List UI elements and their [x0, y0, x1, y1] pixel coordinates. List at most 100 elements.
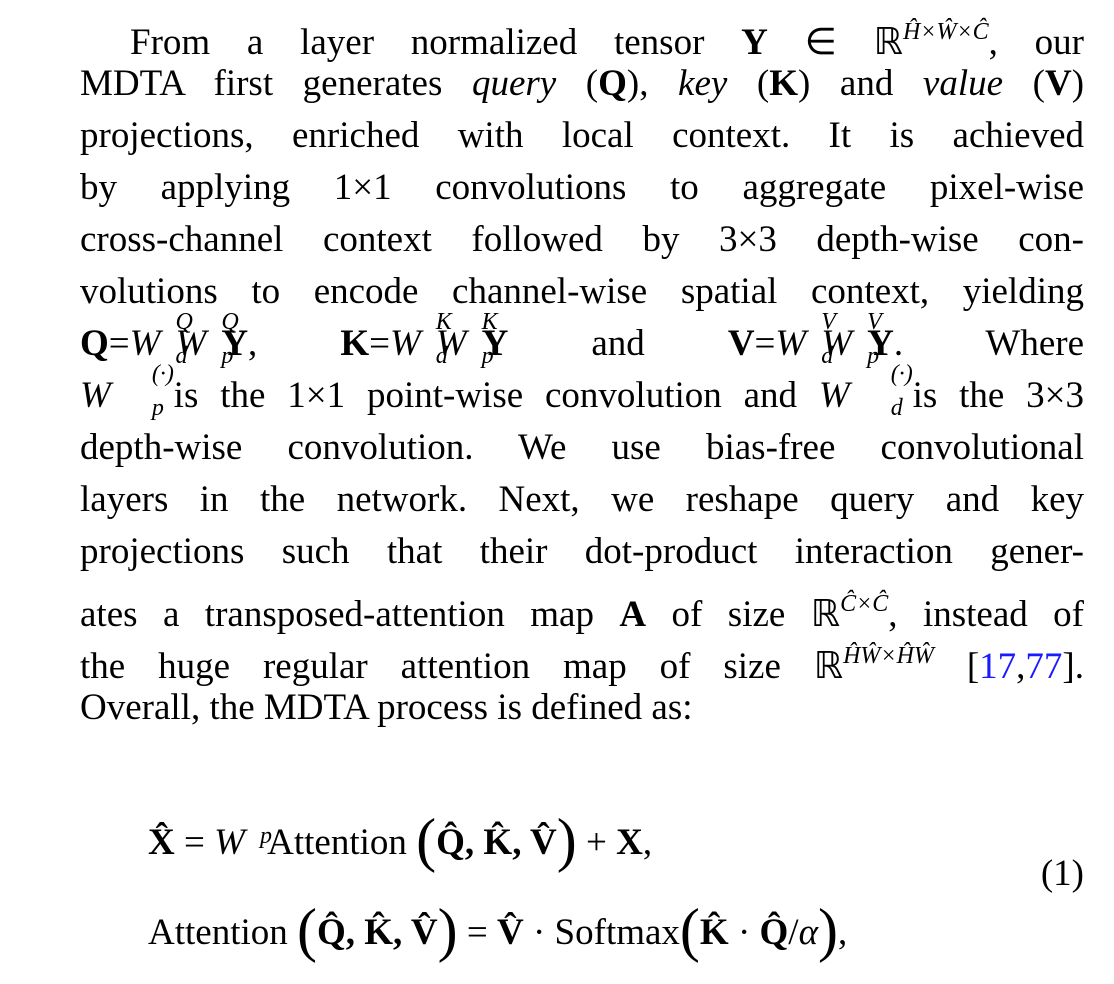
text-line: volutions to encode channel-wise spatial…	[80, 266, 1084, 318]
text-line: From a layer normalized tensor Y ∈ ℝĤ×Ŵ×…	[80, 6, 1084, 63]
text-run: Q̂, K̂, V̂	[436, 822, 557, 863]
text-run: and	[508, 323, 728, 364]
text-run: (	[556, 63, 599, 104]
text-run: (	[727, 63, 770, 104]
citation[interactable]: 17	[979, 646, 1017, 687]
text-run: ,	[837, 912, 848, 953]
text-run: From a layer normalized tensor	[130, 22, 742, 63]
text-run: ·	[728, 912, 760, 953]
text-line: depth-wise convolution. We use bias-free…	[80, 422, 1084, 474]
text-run: is the 1×1 point-wise convolution and	[151, 375, 819, 416]
text-run: Q̂	[759, 912, 789, 953]
text-run: is the 3×3	[890, 375, 1085, 416]
symbol-base: W	[775, 323, 807, 364]
text-run: Overall, the MDTA process is defined as:	[80, 687, 693, 728]
symbol-base: W	[435, 323, 467, 364]
text-run: V̂	[496, 912, 524, 953]
text-run: ĤŴ×ĤŴ	[843, 643, 934, 669]
text-run: )	[437, 897, 458, 963]
text-run: cross-channel context followed by 3×3 de…	[80, 219, 1084, 260]
symbol-sub: d	[890, 395, 903, 421]
text-line: Overall, the MDTA process is defined as:	[80, 682, 1084, 734]
text-run: MDTA first generates	[80, 63, 472, 104]
text-run: K	[340, 323, 370, 364]
paragraph: From a layer normalized tensor Y ∈ ℝĤ×Ŵ×…	[80, 6, 1084, 734]
text-run: of size ℝ	[646, 594, 841, 635]
text-run: by applying 1×1 convolutions to aggregat…	[80, 167, 1084, 208]
symbol-sup: V	[867, 309, 882, 335]
text-run: V	[727, 323, 755, 364]
symbol-sub: p	[481, 343, 494, 369]
symbol-sup: (·)	[890, 361, 913, 387]
symbol-sup: K	[481, 309, 498, 335]
symbol-base: W	[129, 323, 161, 364]
text-line: layers in the network. Next, we reshape …	[80, 474, 1084, 526]
symbol-sub: p	[151, 395, 164, 421]
text-run: Q̂, K̂, V̂	[317, 912, 438, 953]
text-run: Y	[741, 22, 768, 63]
symbol-sup: Q	[221, 309, 239, 335]
symbol-base: W	[818, 375, 850, 416]
text-run: ,	[642, 822, 653, 863]
text-run: ,	[248, 323, 341, 364]
text-run: (	[297, 897, 317, 963]
symbol-sup: V	[821, 309, 836, 335]
symbol-sub: d	[435, 343, 448, 369]
text-run: the huge regular attention map of size ℝ	[80, 646, 844, 687]
symbol-sup: (·)	[151, 361, 174, 387]
text-run: A	[619, 594, 647, 635]
text-run: Attention	[259, 822, 417, 863]
text-run: · Softmax	[523, 912, 680, 953]
equation-line: Attention (Q̂, K̂, V̂) = V̂ · Softmax(K̂…	[148, 885, 847, 975]
math-symbol: W (·) d	[818, 362, 913, 422]
symbol-base: W	[175, 323, 207, 364]
text-run: (	[679, 897, 700, 963]
symbol-sub: p	[221, 343, 234, 369]
text-run: (	[416, 807, 437, 873]
text-run: K	[769, 63, 799, 104]
symbol-sub: d	[821, 343, 834, 369]
text-line: by applying 1×1 convolutions to aggregat…	[80, 162, 1084, 214]
text-run: ].	[1062, 646, 1084, 687]
text-line: MDTA first generates query (Q), key (K) …	[80, 58, 1084, 110]
text-run: )	[818, 897, 838, 963]
text-line: the huge regular attention map of size ℝ…	[80, 630, 1084, 687]
text-run: =	[174, 822, 215, 863]
symbol-sub: p	[259, 823, 272, 849]
text-run: Ĥ×Ŵ×Ĉ	[902, 19, 989, 45]
citation[interactable]: 77	[1025, 646, 1063, 687]
symbol-sub: p	[867, 343, 880, 369]
text-run: , our	[988, 22, 1084, 63]
text-line: W (·) p is the 1×1 point-wise convolution …	[80, 362, 1085, 422]
text-run: volutions to encode channel-wise spatial…	[80, 271, 1084, 312]
text-run: layers in the network. Next, we reshape …	[80, 479, 1084, 520]
text-run: Y	[867, 323, 894, 364]
text-run: ),	[626, 63, 679, 104]
text-run: , instead of	[888, 594, 1085, 635]
text-run: =	[369, 323, 390, 364]
text-run: Q	[80, 323, 109, 364]
text-run: projections such that their dot-product …	[80, 531, 1084, 572]
symbol-base: W	[821, 323, 853, 364]
text-run: Attention	[148, 912, 298, 953]
text-line: projections such that their dot-product …	[80, 526, 1084, 578]
text-run: [	[933, 646, 980, 687]
text-run: Y	[221, 323, 249, 364]
text-run: query	[471, 63, 557, 104]
text-run: )	[1071, 63, 1085, 104]
text-run: key	[678, 63, 728, 104]
text-run: X̂	[148, 822, 175, 863]
symbol-base: W	[80, 375, 111, 416]
text-run: /	[788, 912, 799, 953]
